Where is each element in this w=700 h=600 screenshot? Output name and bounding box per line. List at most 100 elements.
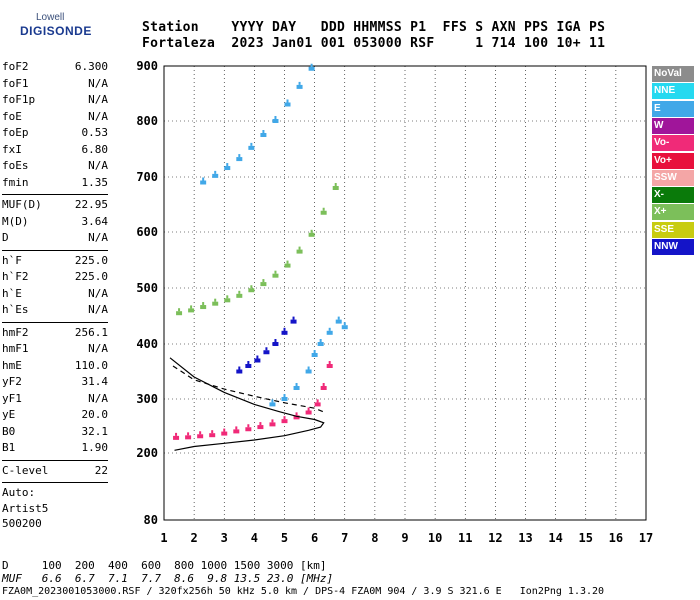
echo-traces <box>173 63 348 440</box>
echo-point <box>226 163 229 167</box>
param-name: foEp <box>2 126 29 139</box>
echo-point <box>212 173 219 178</box>
echo-point <box>310 229 313 233</box>
param-name: h`Es <box>2 303 29 316</box>
echo-point <box>326 364 333 368</box>
echo-point <box>269 422 276 427</box>
param-name: yE <box>2 408 16 421</box>
param-name: h`E <box>2 286 22 300</box>
echo-point <box>322 383 325 386</box>
echo-point <box>214 298 217 302</box>
echo-point <box>245 427 252 432</box>
echo-point <box>305 410 312 415</box>
echo-point <box>250 142 253 146</box>
param-name: yF2 <box>2 375 22 388</box>
x-tick-label: 13 <box>518 531 532 545</box>
header-values: Fortaleza 2023 Jan01 001 053000 RSF 1 71… <box>142 36 606 51</box>
echo-point <box>271 399 274 403</box>
param-row: fmin 1.35 <box>2 176 108 192</box>
echo-point <box>200 180 207 185</box>
echo-point <box>224 298 231 303</box>
param-name: D <box>2 231 9 244</box>
y-tick-label: 80 <box>144 513 158 527</box>
param-value: 6.300 <box>74 60 108 73</box>
auto-label: Auto: <box>2 486 36 499</box>
echo-point <box>320 386 327 390</box>
y-tick-label: 500 <box>136 281 158 295</box>
echo-point <box>245 364 252 368</box>
param-value: 1.90 <box>81 441 109 454</box>
legend-item: SSW <box>652 169 694 186</box>
auto-artist: Artist5 <box>2 502 49 515</box>
auto-code: 500200 <box>2 517 42 530</box>
param-row: fxI 6.80 <box>2 143 108 159</box>
param-value: 225.0 <box>74 270 108 283</box>
grid-lines <box>164 66 646 520</box>
y-tick-label: 600 <box>136 225 158 239</box>
param-value: 256.1 <box>74 325 108 339</box>
legend-item: E <box>652 100 694 117</box>
echo-point <box>320 210 327 215</box>
y-tick-label: 400 <box>136 337 158 351</box>
param-value: N/A <box>88 76 108 90</box>
echo-point <box>248 145 255 150</box>
x-tick-label: 5 <box>281 531 288 545</box>
x-tick-label: 1 <box>160 531 167 545</box>
echo-point <box>175 432 178 436</box>
echo-point <box>284 102 291 107</box>
echo-point <box>295 383 298 386</box>
param-name: foEs <box>2 159 29 172</box>
param-row: h`Es N/A <box>2 303 108 319</box>
param-name: hmF2 <box>2 325 29 339</box>
y-tick-label: 300 <box>136 392 158 406</box>
echo-point <box>254 358 261 363</box>
x-tick-label: 3 <box>221 531 228 545</box>
y-tick-label: 200 <box>136 446 158 460</box>
param-separator <box>2 321 108 323</box>
legend-item: Vo- <box>652 135 694 152</box>
echo-point <box>274 116 277 119</box>
legend-item: NNE <box>652 83 694 100</box>
echo-point <box>332 186 339 190</box>
x-tick-label: 2 <box>191 531 198 545</box>
y-tick-label: 800 <box>136 114 158 128</box>
echo-point <box>274 270 277 274</box>
param-separator <box>2 459 108 461</box>
param-row: hmF2 256.1 <box>2 326 108 342</box>
echo-point <box>328 327 331 331</box>
echo-point <box>178 308 181 312</box>
param-name: h`F <box>2 253 22 267</box>
x-tick-label: 11 <box>458 531 472 545</box>
param-value: N/A <box>88 231 108 244</box>
echo-point <box>307 407 310 411</box>
echo-point <box>211 430 214 434</box>
param-value: N/A <box>88 286 108 300</box>
param-row: B1 1.90 <box>2 441 108 457</box>
x-tick-label: 10 <box>428 531 442 545</box>
echo-point <box>311 353 318 357</box>
param-row: foEp 0.53 <box>2 126 108 142</box>
param-value: N/A <box>88 109 108 123</box>
echo-point <box>224 166 231 171</box>
param-name: fmin <box>2 175 29 189</box>
param-name: hmF1 <box>2 342 29 355</box>
x-tick-label: 8 <box>371 531 378 545</box>
echo-point <box>317 342 324 346</box>
echo-point <box>281 330 288 335</box>
param-name: foF1 <box>2 76 29 90</box>
echo-point <box>272 273 279 278</box>
echo-point <box>283 394 286 397</box>
legend-item: W <box>652 117 694 134</box>
param-row: B0 32.1 <box>2 425 108 441</box>
echo-point <box>272 119 279 123</box>
param-value: 31.4 <box>81 375 109 388</box>
echo-point <box>188 308 195 313</box>
legend-item: NoVal <box>652 66 694 82</box>
profile-curves <box>169 357 325 451</box>
param-row: yF1 N/A <box>2 392 108 408</box>
echo-point <box>298 81 301 85</box>
param-value: N/A <box>88 391 108 405</box>
x-tick-label: 16 <box>609 531 623 545</box>
x-tick-label: 15 <box>579 531 593 545</box>
param-name: foE <box>2 109 22 123</box>
